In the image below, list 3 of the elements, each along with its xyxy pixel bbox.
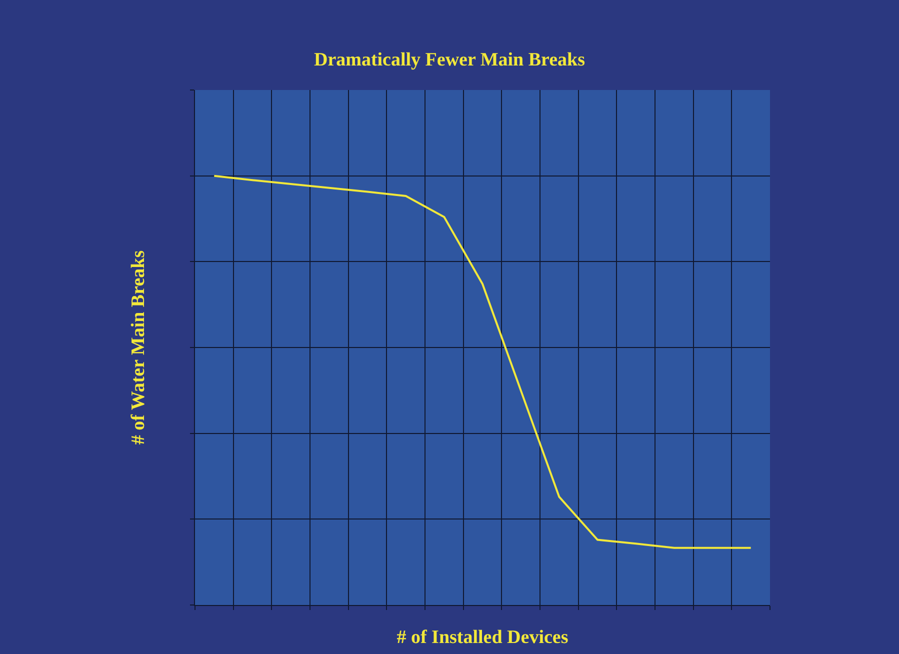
- y-axis-title: # of Water Main Breaks: [128, 250, 149, 445]
- chart-title: Dramatically Fewer Main Breaks: [314, 50, 586, 71]
- x-axis-title: # of Installed Devices: [396, 627, 568, 648]
